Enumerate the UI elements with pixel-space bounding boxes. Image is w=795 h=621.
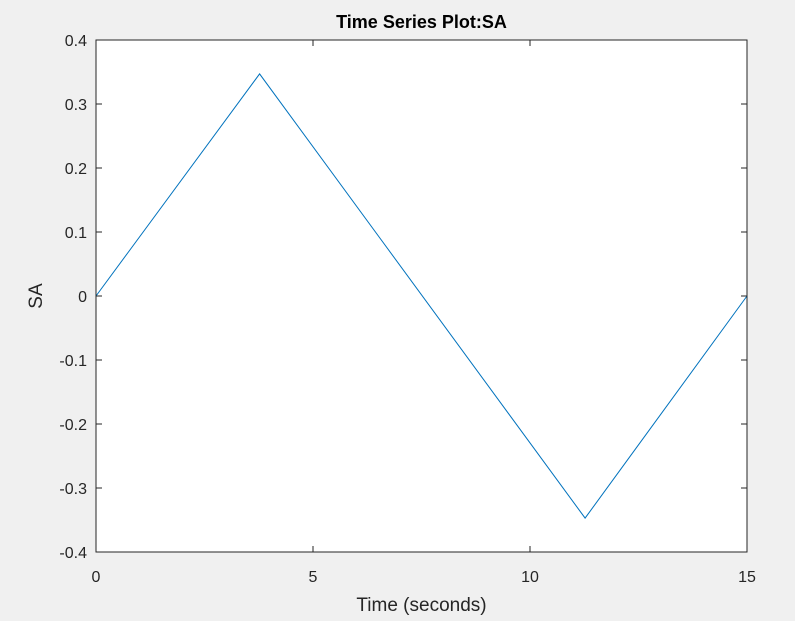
x-axis-label: Time (seconds): [356, 595, 486, 616]
x-tick-label: 15: [738, 569, 756, 586]
x-tick-label: 10: [521, 569, 539, 586]
axes-background: [96, 40, 747, 552]
chart-title: Time Series Plot:SA: [336, 12, 507, 32]
y-tick-label: -0.4: [59, 545, 87, 562]
y-tick-label: 0.1: [65, 225, 87, 242]
y-tick-label: -0.2: [59, 417, 87, 434]
y-tick-label: -0.3: [59, 481, 87, 498]
x-tick-label: 5: [309, 569, 318, 586]
x-tick-label: 0: [92, 569, 101, 586]
y-axis-label: SA: [26, 283, 47, 309]
y-tick-label: 0.3: [65, 97, 87, 114]
y-tick-label: -0.1: [59, 353, 87, 370]
y-tick-label: 0.2: [65, 161, 87, 178]
y-tick-label: 0: [78, 289, 87, 306]
y-tick-label: 0.4: [65, 33, 87, 50]
